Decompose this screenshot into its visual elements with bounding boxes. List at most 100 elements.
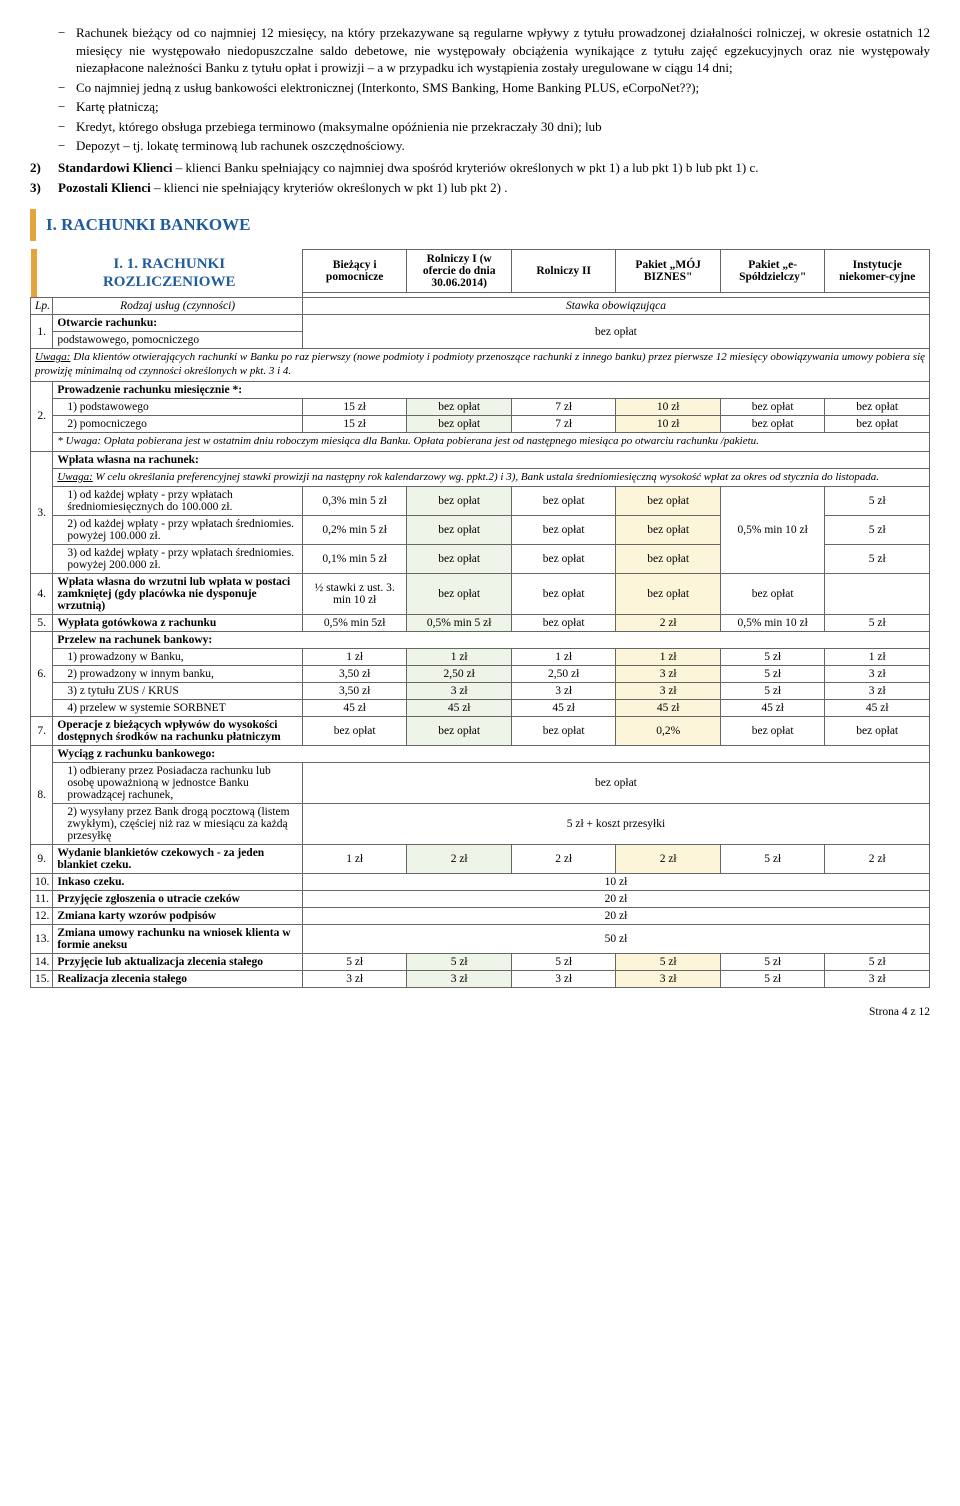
cell: 2,50 zł (511, 666, 616, 683)
txt: Pozostali Klienci – klienci nie spełniaj… (58, 179, 930, 197)
cell: 10 zł (616, 415, 721, 432)
row-sub: podstawowego, pomocniczego (53, 332, 303, 349)
table-row: 1) odbierany przez Posiadacza rachunku l… (31, 763, 930, 804)
cell: 7 zł (511, 398, 616, 415)
row-num: 14. (31, 954, 53, 971)
cell: bez opłat (825, 398, 930, 415)
cell: 5 zł (720, 649, 825, 666)
cell: 0,5% min 5 zł (407, 615, 512, 632)
cell: 1) odbierany przez Posiadacza rachunku l… (53, 763, 303, 804)
row-note: Uwaga: W celu określania preferencyjnej … (53, 468, 930, 487)
cell: 1 zł (302, 649, 407, 666)
cell: 50 zł (302, 925, 929, 954)
cell: 2) od każdej wpłaty - przy wpłatach śred… (53, 516, 303, 545)
row-num: 11. (31, 891, 53, 908)
cell: bez opłat (616, 545, 721, 574)
intro-bullet-list: Rachunek bieżący od co najmniej 12 miesi… (58, 24, 930, 155)
cell: 2) prowadzony w innym banku, (53, 666, 303, 683)
cell: 5 zł (720, 971, 825, 988)
cell: 1 zł (511, 649, 616, 666)
bullet: Depozyt – tj. lokatę terminową lub rachu… (58, 137, 930, 155)
cell: 3) z tytułu ZUS / KRUS (53, 683, 303, 700)
cell: 15 zł (302, 415, 407, 432)
txt: Standardowi Klienci – klienci Banku speł… (58, 159, 930, 177)
cell: 5 zł (825, 954, 930, 971)
cell: bez opłat (511, 487, 616, 516)
cell: 2) wysyłany przez Bank drogą pocztową (l… (53, 804, 303, 845)
row-title: Zmiana umowy rachunku na wniosek klienta… (53, 925, 303, 954)
col-header: Rolniczy I (w ofercie do dnia 30.06.2014… (407, 249, 512, 292)
row-title: Zmiana karty wzorów podpisów (53, 908, 303, 925)
row-title: Otwarcie rachunku: (53, 315, 303, 332)
num: 3) (30, 179, 58, 197)
section-title: I. RACHUNKI BANKOWE (46, 215, 920, 235)
cell: 5 zł (720, 683, 825, 700)
cell: 1 zł (407, 649, 512, 666)
col-header: Pakiet „MÓJ BIZNES" (616, 249, 721, 292)
table-row: 3. Wpłata własna na rachunek: (31, 451, 930, 468)
cell: bez opłat (407, 415, 512, 432)
row-num: 4. (31, 574, 53, 615)
cell: 5 zł + koszt przesyłki (302, 804, 929, 845)
table-row: 11. Przyjęcie zgłoszenia o utracie czekó… (31, 891, 930, 908)
row-num: 10. (31, 874, 53, 891)
cell: bez opłat (511, 516, 616, 545)
cell: 45 zł (720, 700, 825, 717)
cell: bez opłat (302, 763, 929, 804)
cell: 5 zł (825, 487, 930, 516)
cell: 2 zł (825, 845, 930, 874)
table-row: 2) wysyłany przez Bank drogą pocztową (l… (31, 804, 930, 845)
row-num: 1. (31, 315, 53, 349)
table-row: 6. Przelew na rachunek bankowy: (31, 632, 930, 649)
row-title: Wpłata własna na rachunek: (53, 451, 930, 468)
cell: 1 zł (302, 845, 407, 874)
cell: bez opłat (407, 487, 512, 516)
cell: 3,50 zł (302, 666, 407, 683)
cell: 2 zł (616, 615, 721, 632)
cell: bez opłat (825, 415, 930, 432)
row-num: 5. (31, 615, 53, 632)
table-row: 1. Otwarcie rachunku: bez opłat (31, 315, 930, 332)
cell: 2 zł (616, 845, 721, 874)
cell: 5 zł (511, 954, 616, 971)
cell: 5 zł (720, 666, 825, 683)
table-row: 1) podstawowego 15 zł bez opłat 7 zł 10 … (31, 398, 930, 415)
cell: bez opłat (407, 516, 512, 545)
table-row: 2. Prowadzenie rachunku miesięcznie *: (31, 381, 930, 398)
table-lp-row: Lp. Rodzaj usług (czynności) Stawka obow… (31, 298, 930, 315)
cell: 3,50 zł (302, 683, 407, 700)
cell: 3 zł (616, 666, 721, 683)
cell: 3 zł (825, 971, 930, 988)
table-row: 4. Wpłata własna do wrzutni lub wpłata w… (31, 574, 930, 615)
table-row: 1) prowadzony w Banku, 1 zł 1 zł 1 zł 1 … (31, 649, 930, 666)
cell: 4) przelew w systemie SORBNET (53, 700, 303, 717)
cell: 5 zł (720, 845, 825, 874)
row-num: 7. (31, 717, 53, 746)
lp-label: Lp. (31, 298, 53, 315)
cell: 5 zł (825, 615, 930, 632)
row-num: 15. (31, 971, 53, 988)
row-title: Inkaso czeku. (53, 874, 303, 891)
cell: bez opłat (825, 717, 930, 746)
row-title: Wypłata gotówkowa z rachunku (53, 615, 303, 632)
row-note: Uwaga: Uwaga: Dla klientów otwierających… (31, 349, 930, 382)
cell: bez opłat (616, 487, 721, 516)
cell: ½ stawki z ust. 3. min 10 zł (302, 574, 407, 615)
numbered-item: 3) Pozostali Klienci – klienci nie spełn… (30, 179, 930, 197)
table-header-row: I. 1. RACHUNKI ROZLICZENIOWE Bieżący i p… (31, 249, 930, 292)
cell: 1) prowadzony w Banku, (53, 649, 303, 666)
row-title: Przyjęcie lub aktualizacja zlecenia stał… (53, 954, 303, 971)
row-note: * Uwaga: Opłata pobierana jest w ostatni… (53, 432, 930, 451)
cell: 2) pomocniczego (53, 415, 303, 432)
cell: bez opłat (720, 574, 825, 615)
numbered-item: 2) Standardowi Klienci – klienci Banku s… (30, 159, 930, 177)
row-title: Przelew na rachunek bankowy: (53, 632, 930, 649)
bullet: Rachunek bieżący od co najmniej 12 miesi… (58, 24, 930, 77)
cell: 20 zł (302, 891, 929, 908)
cell: 3 zł (616, 971, 721, 988)
bullet: Kredyt, którego obsługa przebiega termin… (58, 118, 930, 136)
cell: bez opłat (616, 516, 721, 545)
row-num: 6. (31, 632, 53, 717)
row-num: 12. (31, 908, 53, 925)
cell: 1 zł (825, 649, 930, 666)
